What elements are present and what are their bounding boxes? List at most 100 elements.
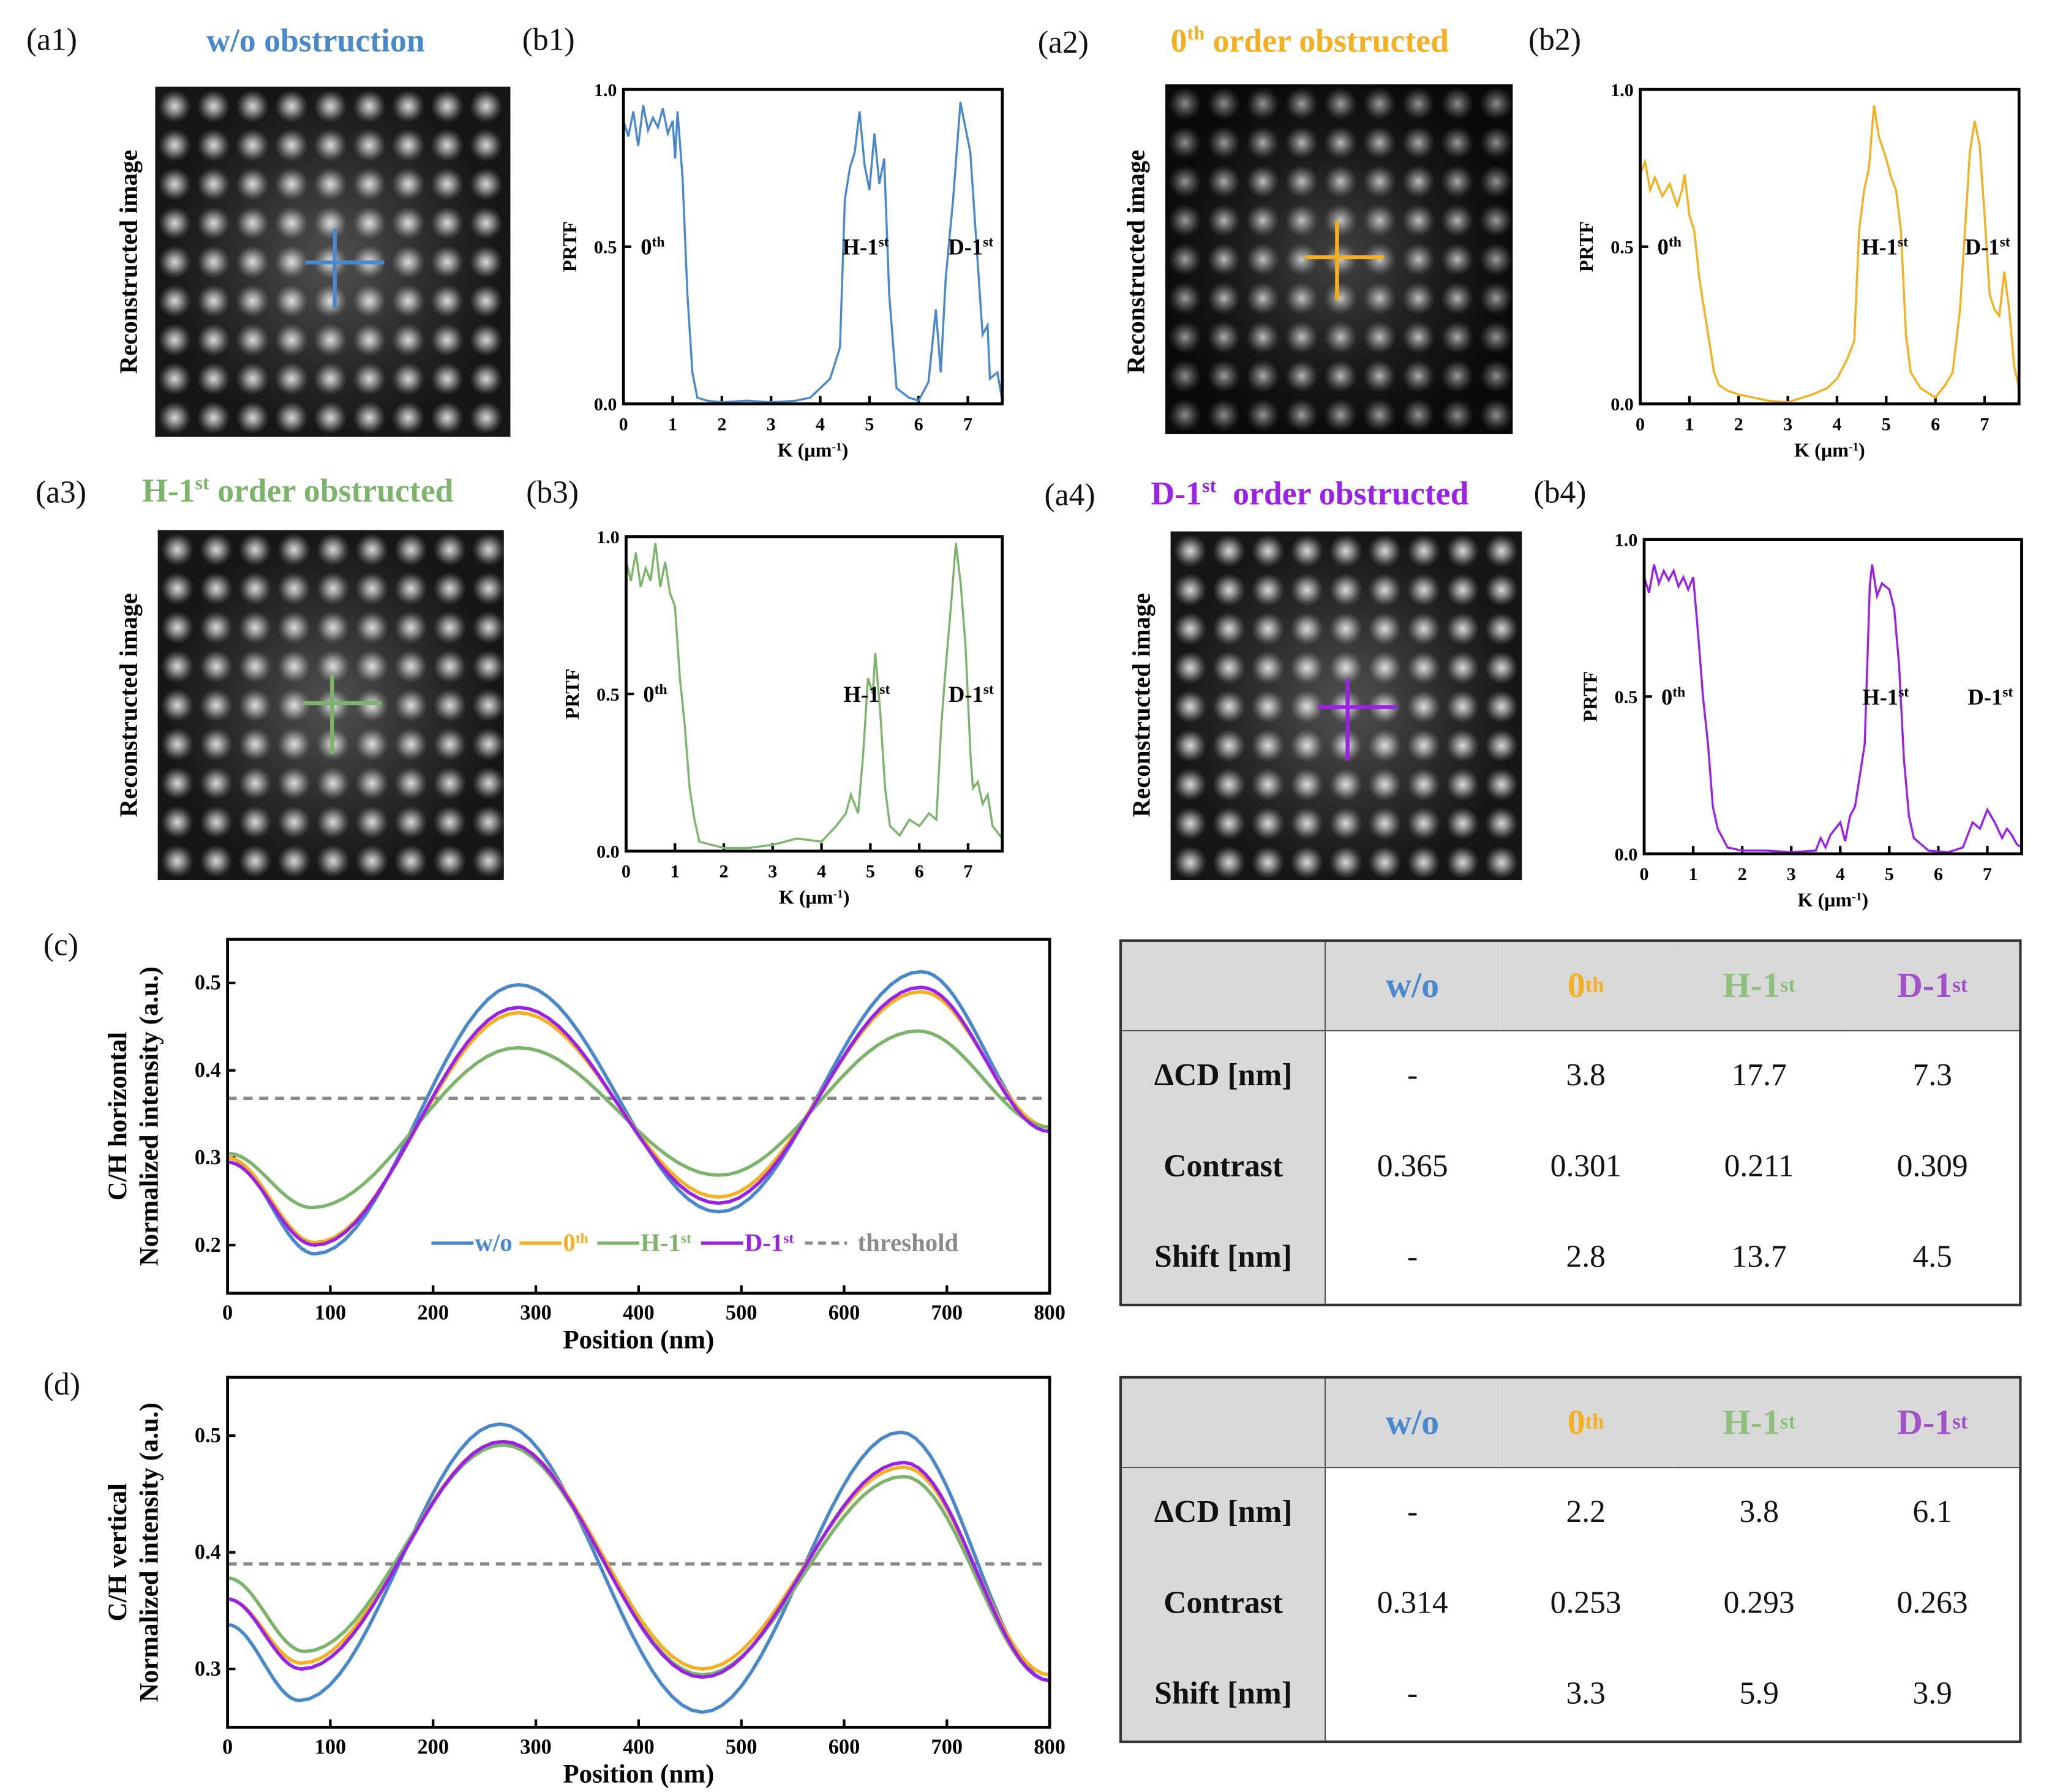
y-tick-label: 1.0	[1610, 80, 1634, 100]
title-a2-rest: order obstructed	[1205, 24, 1449, 60]
series-line-h1	[227, 1029, 1050, 1210]
image-ylabel: Reconstructed image	[115, 593, 142, 817]
y-tick-label: 0.5	[594, 236, 617, 257]
annotation-main: H-1	[843, 682, 879, 707]
series-line-b4	[1643, 564, 2023, 854]
x-axis-label-main: K (μm	[779, 886, 833, 908]
annotation-main: D-1	[1967, 684, 2002, 709]
y-tick-label: 0.3	[195, 1657, 221, 1681]
table-header-sup: st	[1780, 973, 1795, 998]
y-tick-label: 0.0	[594, 394, 617, 415]
panel-label-a2: (a2)	[1037, 26, 1089, 61]
table-header-main: 0	[1567, 965, 1585, 1006]
annotation-main: 0	[643, 682, 654, 707]
x-tick-label: 3	[768, 861, 777, 882]
table-cell: 0.253	[1550, 1586, 1622, 1621]
annotation-main: D-1	[1965, 235, 2000, 260]
title-a4: D-1st order obstructed	[1151, 476, 1469, 514]
panel-label-a1: (a1)	[26, 23, 77, 58]
x-tick-label: 2	[717, 413, 726, 434]
x-tick-label: 4	[817, 861, 826, 882]
plot-frame	[625, 535, 1004, 853]
x-tick-label: 3	[767, 413, 776, 434]
plot-frame	[622, 88, 1004, 405]
x-tick-label: 0	[222, 1735, 233, 1758]
reconstructed-image-a3	[157, 530, 504, 881]
y-tick-label: 0.2	[195, 1233, 221, 1257]
title-a3-main: H-1	[141, 473, 195, 510]
y-tick-label: 0.5	[1615, 687, 1638, 707]
table-header-main: D-1	[1896, 1402, 1953, 1442]
y-tick-label: 0.5	[195, 971, 221, 995]
x-axis-label-end: )	[1862, 889, 1868, 911]
crosshair-horizontal	[303, 701, 381, 706]
y-tick-label: 1.0	[1615, 529, 1638, 550]
table-header: w/o	[1326, 941, 1500, 1032]
table-header: D-1 st	[1846, 1379, 2020, 1469]
x-tick-label: 0	[1639, 864, 1648, 884]
annotation-sup: st	[2002, 684, 2013, 700]
legend-label-threshold: threshold	[857, 1229, 958, 1257]
annotation-sup: st	[2000, 235, 2010, 250]
x-tick-label: 2	[719, 861, 728, 882]
series-line-0	[227, 990, 1050, 1244]
table-header-sup: st	[1952, 1410, 1968, 1434]
series-line-0th	[227, 1439, 1050, 1677]
peak-annotation: 0th	[1661, 684, 1685, 709]
x-tick-label: 600	[829, 1735, 860, 1758]
table-header-main: w/o	[1386, 965, 1440, 1006]
chart-d: 0 100 200 300 400 500 600 700 800 0.3 0.4 0.5 Positi…	[103, 1376, 1065, 1789]
x-tick-label: 4	[1836, 864, 1845, 884]
image-ylabel: Reconstructed image	[1122, 149, 1150, 374]
table-row-label: Contrast	[1122, 1122, 1326, 1213]
x-axis-label-end: )	[843, 886, 850, 908]
annotation-main: D-1	[948, 235, 983, 260]
peak-annotation: H-1st	[1862, 235, 1908, 260]
chart-b2: 0 1 2 3 4 5 6 70.00.51.0K (μm-1)PRTF 0th H-1st D-1…	[1575, 80, 2021, 461]
plot-frame	[1639, 88, 2021, 405]
table-corner	[1122, 941, 1326, 1032]
legend-label-sup: st	[681, 1231, 691, 1247]
table-cell: 2.2	[1566, 1496, 1606, 1530]
reconstructed-image-a4	[1170, 531, 1522, 881]
x-tick-label: 300	[520, 1301, 552, 1324]
legend-entry: 0th	[563, 1229, 588, 1257]
x-tick-label: 200	[417, 1301, 449, 1324]
crosshair-vertical	[330, 674, 334, 754]
series-line-d1	[227, 985, 1050, 1247]
plot-frame	[1642, 538, 2023, 856]
table-cell: 3.8	[1739, 1496, 1779, 1530]
chart-c: 0 100 200 300 400 500 600 700 800 0.2 0.3 0.4 0.5 Pos…	[103, 938, 1065, 1355]
x-tick-label: 6	[1931, 413, 1940, 434]
crosshair-horizontal	[1304, 255, 1384, 260]
crosshair-vertical	[333, 228, 337, 308]
peak-annotation: H-1st	[843, 682, 890, 707]
peak-annotation: H-1st	[1862, 684, 1909, 709]
table-header-main: 0	[1567, 1402, 1585, 1442]
x-axis-label-sup: -1	[1849, 440, 1858, 453]
chart-b3: 0 1 2 3 4 5 6 70.00.51.0K (μm-1)PRTF 0th H-1st D-1…	[561, 527, 1004, 908]
x-tick-label: 1	[1685, 413, 1694, 434]
table-cell: 0.263	[1896, 1586, 1968, 1621]
table-cell: 2.8	[1566, 1240, 1606, 1275]
title-a4-rest: order obstructed	[1216, 476, 1469, 513]
peak-annotation: D-1st	[1967, 684, 2013, 709]
x-axis-label-end: )	[1858, 439, 1865, 461]
x-axis-label: K (μm-1)	[1794, 439, 1865, 461]
y-axis-label: C/H horizontal	[103, 1032, 132, 1201]
x-tick-label: 200	[417, 1735, 449, 1758]
x-tick-label: 1	[668, 413, 677, 434]
x-tick-label: 4	[1832, 413, 1841, 434]
annotation-sup: th	[1669, 235, 1682, 250]
x-axis-label: Position (nm)	[563, 1326, 714, 1355]
y-axis-label: Normalized intensity (a.u.)	[135, 1402, 164, 1702]
y-tick-label: 0.5	[1610, 236, 1634, 257]
x-tick-label: 800	[1034, 1735, 1065, 1758]
table-header-main: D-1	[1896, 965, 1953, 1006]
chart-b4: 0 1 2 3 4 5 6 70.00.51.0K (μm-1)PRTF 0th H-1st D-1…	[1579, 529, 2023, 911]
y-tick-label: 0.4	[195, 1540, 221, 1564]
x-tick-label: 700	[931, 1735, 963, 1758]
